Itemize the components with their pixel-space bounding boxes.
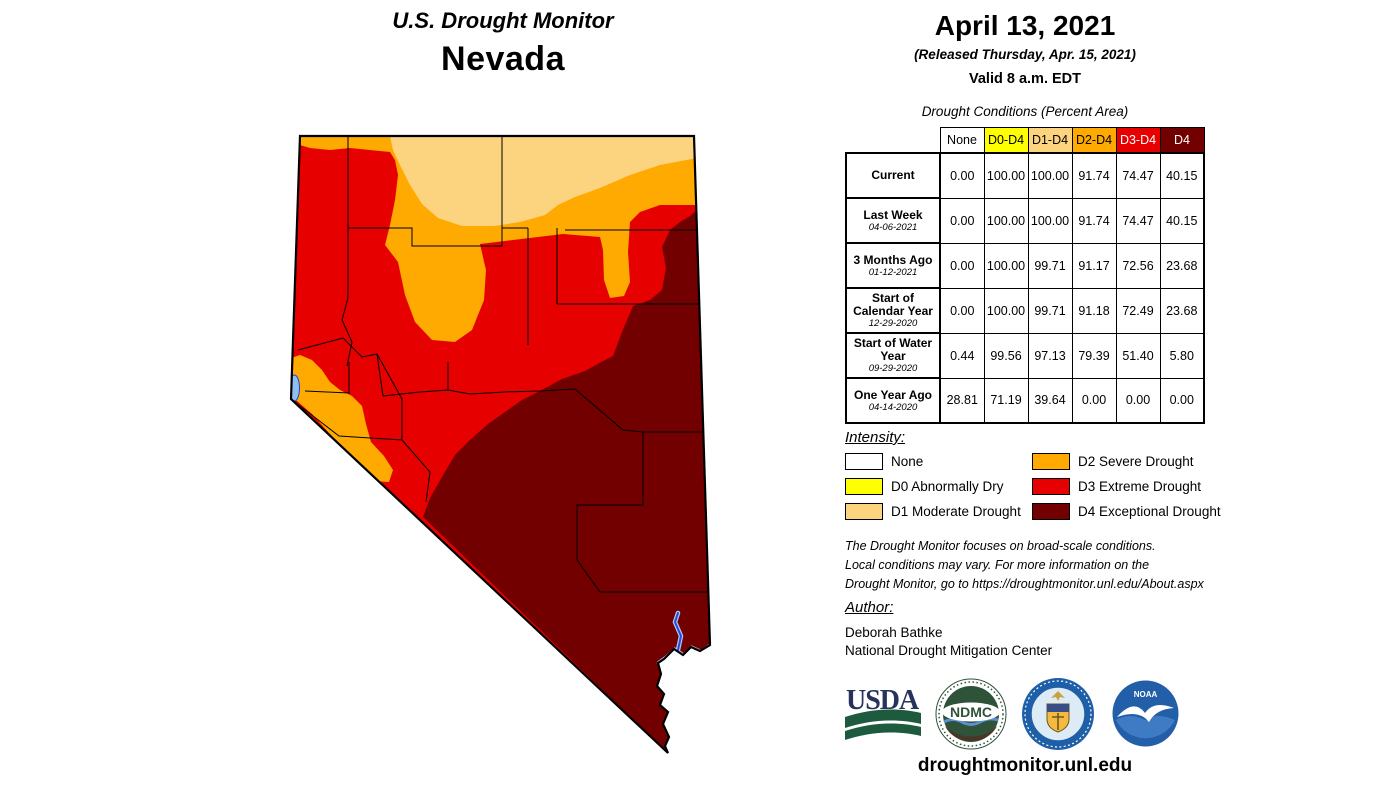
disclaimer-text: The Drought Monitor focuses on broad-sca… (845, 539, 1204, 591)
cell-value: 74.47 (1115, 197, 1161, 244)
table-row: Start of Water Year 09-29-2020 0.44 99.56… (845, 332, 1205, 379)
state-name: Nevada (441, 40, 565, 78)
drought-conditions-table: None D0-D4 D1-D4 D2-D4 D3-D4 D4 Current … (845, 127, 1205, 424)
table-caption: Drought Conditions (Percent Area) (921, 104, 1129, 119)
author-name: Deborah Bathke (845, 625, 943, 640)
cell-value: 40.15 (1159, 152, 1205, 199)
info-panel: April 13, 2021 (Released Thursday, Apr. … (845, 10, 1221, 776)
cell-value: 23.68 (1159, 287, 1205, 334)
author-heading: Author: (845, 599, 894, 616)
cell-value: 91.74 (1071, 152, 1117, 199)
cell-value: 0.00 (1071, 377, 1117, 424)
row-label: Start of Calendar Year 12-29-2020 (845, 287, 941, 334)
row-label: 3 Months Ago 01-12-2021 (845, 242, 941, 289)
author-org: National Drought Mitigation Center (845, 643, 1053, 658)
state-outline (289, 134, 712, 754)
cell-value: 23.68 (1159, 242, 1205, 289)
ndmc-logo-icon: NDMC (935, 678, 1007, 750)
drought-regions (291, 136, 710, 753)
col-header-d3: D3-D4 (1115, 127, 1161, 154)
cell-value: 0.00 (939, 152, 985, 199)
cell-value: 91.74 (1071, 197, 1117, 244)
map-date: April 13, 2021 (934, 10, 1116, 41)
valid-time: Valid 8 a.m. EDT (968, 71, 1081, 87)
cell-value: 0.44 (939, 332, 985, 379)
footer-url: droughtmonitor.unl.edu (917, 755, 1133, 776)
table-row: Start of Calendar Year 12-29-2020 0.00 10… (845, 287, 1205, 334)
nevada-drought-map (289, 134, 712, 754)
agency-logos: USDA NDMC NOAA (845, 676, 1205, 752)
cell-value: 40.15 (1159, 197, 1205, 244)
swatch-d0 (845, 478, 883, 495)
cell-value: 0.00 (939, 197, 985, 244)
county-boundaries (291, 137, 708, 593)
col-header-d1: D1-D4 (1027, 127, 1073, 154)
region-d2-southwest (291, 355, 393, 482)
cell-value: 91.18 (1071, 287, 1117, 334)
cell-value: 100.00 (983, 152, 1029, 199)
table-row: Current 0.00 100.00 100.00 91.74 74.47 4… (845, 152, 1205, 199)
cell-value: 100.00 (1027, 152, 1073, 199)
usda-logo-icon: USDA (845, 686, 921, 740)
cell-value: 5.80 (1159, 332, 1205, 379)
report-title: U.S. Drought Monitor (392, 8, 614, 33)
cell-value: 0.00 (1159, 377, 1205, 424)
cell-value: 100.00 (983, 197, 1029, 244)
cell-value: 99.56 (983, 332, 1029, 379)
row-label: Current (845, 152, 941, 199)
cell-value: 71.19 (983, 377, 1029, 424)
swatch-d4 (1032, 503, 1070, 520)
cell-value: 97.13 (1027, 332, 1073, 379)
col-header-none: None (939, 127, 985, 154)
table-corner-cell (846, 127, 940, 153)
cell-value: 39.64 (1027, 377, 1073, 424)
cell-value: 72.56 (1115, 242, 1161, 289)
cell-value: 74.47 (1115, 152, 1161, 199)
cell-value: 79.39 (1071, 332, 1117, 379)
region-d1-moderate (390, 136, 697, 226)
cell-value: 51.40 (1115, 332, 1161, 379)
table-header-row: None D0-D4 D1-D4 D2-D4 D3-D4 D4 (846, 127, 1205, 154)
region-d4-exceptional (423, 210, 710, 753)
swatch-d1 (845, 503, 883, 520)
table-row: 3 Months Ago 01-12-2021 0.00 100.00 99.71… (845, 242, 1205, 289)
noaa-logo-icon: NOAA (1112, 680, 1179, 747)
cell-value: 99.71 (1027, 242, 1073, 289)
cell-value: 100.00 (1027, 197, 1073, 244)
cell-value: 91.17 (1071, 242, 1117, 289)
cell-value: 100.00 (983, 242, 1029, 289)
cell-value: 28.81 (939, 377, 985, 424)
row-label: Last Week 04-06-2021 (845, 197, 941, 244)
row-label: Start of Water Year 09-29-2020 (845, 332, 941, 379)
swatch-d2 (1032, 453, 1070, 470)
cell-value: 0.00 (939, 287, 985, 334)
col-header-d0: D0-D4 (983, 127, 1029, 154)
svg-text:NOAA: NOAA (1134, 690, 1158, 699)
svg-text:NDMC: NDMC (950, 704, 992, 720)
swatch-d3 (1032, 478, 1070, 495)
table-row: Last Week 04-06-2021 0.00 100.00 100.00 9… (845, 197, 1205, 244)
col-header-d2: D2-D4 (1071, 127, 1117, 154)
row-label: One Year Ago 04-14-2020 (845, 377, 941, 424)
cell-value: 0.00 (939, 242, 985, 289)
col-header-d4: D4 (1159, 127, 1205, 154)
released-date: (Released Thursday, Apr. 15, 2021) (914, 47, 1136, 62)
swatch-none (845, 453, 883, 470)
table-row: One Year Ago 04-14-2020 28.81 71.19 39.64… (845, 377, 1205, 424)
cell-value: 99.71 (1027, 287, 1073, 334)
cell-value: 72.49 (1115, 287, 1161, 334)
legend-heading: Intensity: (845, 429, 906, 446)
map-title-block: U.S. Drought Monitor Nevada (283, 0, 723, 79)
commerce-seal-icon (1022, 678, 1094, 750)
cell-value: 100.00 (983, 287, 1029, 334)
cell-value: 0.00 (1115, 377, 1161, 424)
